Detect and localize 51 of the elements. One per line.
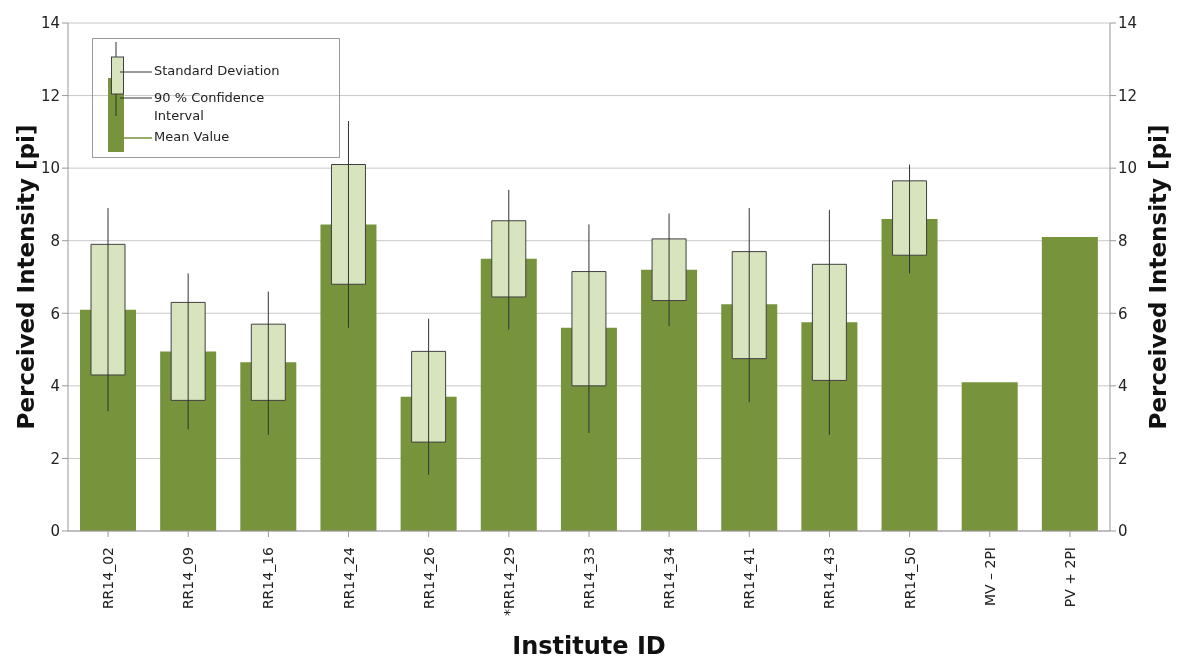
y-tick-label: 12 xyxy=(40,86,60,105)
x-tick-label: PV + 2PI xyxy=(1061,547,1078,608)
bar xyxy=(731,251,767,360)
x-tick-label: RR14_43 xyxy=(821,547,838,610)
bar xyxy=(170,301,206,401)
y2-tick-label: 4 xyxy=(1118,377,1128,396)
x-tick-label: MV – 2PI xyxy=(981,547,998,607)
bar xyxy=(811,263,847,381)
x-tick-label: RR14_41 xyxy=(741,547,758,610)
y2-tick-label: 8 xyxy=(1118,232,1128,251)
x-axis-title: Institute ID xyxy=(512,632,666,660)
bar xyxy=(491,220,527,298)
x-tick-label: RR14_50 xyxy=(901,547,918,610)
bar xyxy=(330,164,366,285)
y-tick-label: 2 xyxy=(50,449,60,468)
bar xyxy=(961,382,1018,531)
y2-tick-label: 12 xyxy=(1118,86,1138,105)
legend-label: 90 % Confidence Interval xyxy=(154,89,266,125)
annotation: Standard Deviation xyxy=(154,63,280,78)
y-tick-label: 8 xyxy=(50,232,60,251)
x-tick-label: RR14_24 xyxy=(340,546,357,610)
y-tick-label: 14 xyxy=(40,14,60,33)
x-tick-label: RR14_02 xyxy=(100,547,117,610)
legend-label: Mean Value xyxy=(154,129,230,144)
bar xyxy=(571,271,607,387)
x-tick-label: RR14_33 xyxy=(581,547,597,610)
y2-tick-label: 2 xyxy=(1118,449,1128,468)
x-tick-label: RR14_16 xyxy=(260,546,277,610)
x-tick-label: *RR14_29 xyxy=(500,547,517,617)
y2-axis-title: Perceived Intensity [pi] xyxy=(1145,124,1172,430)
bar xyxy=(411,350,447,443)
bar xyxy=(892,180,928,256)
bar xyxy=(480,258,537,531)
y-axis-title: Perceived Intensity [pi] xyxy=(13,124,40,430)
y2-tick-label: 10 xyxy=(1118,159,1138,178)
bar xyxy=(1041,237,1098,531)
y-tick-label: 4 xyxy=(50,377,60,396)
x-tick-label: RR14_26 xyxy=(420,546,437,610)
y-tick-label: 10 xyxy=(40,159,60,178)
y-tick-label: 0 xyxy=(50,522,60,541)
y2-tick-label: 14 xyxy=(1118,14,1138,33)
y2-tick-label: 0 xyxy=(1118,522,1128,541)
bar xyxy=(250,323,286,401)
bar xyxy=(881,218,938,531)
bar xyxy=(651,238,687,302)
y-tick-label: 6 xyxy=(50,304,60,323)
x-tick-label: RR14_09 xyxy=(180,547,197,610)
bar xyxy=(90,243,126,376)
y2-tick-label: 6 xyxy=(1118,304,1128,323)
x-tick-label: RR14_34 xyxy=(661,546,678,610)
bar xyxy=(641,269,698,531)
